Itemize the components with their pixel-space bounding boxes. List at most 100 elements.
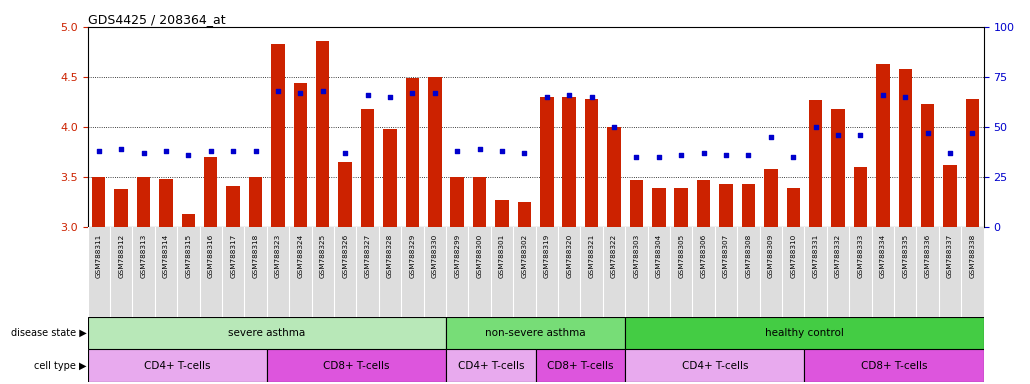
Point [785,154,801,160]
Bar [316,41,330,227]
Text: GSM788300: GSM788300 [477,234,483,278]
Point [225,147,241,154]
Point [539,94,555,100]
Point [180,152,197,158]
Bar [181,214,195,227]
Bar [719,184,732,227]
Point [449,147,466,154]
Bar [267,349,446,382]
Bar [629,180,643,227]
Text: GSM788308: GSM788308 [746,234,752,278]
Text: CD4+ T-cells: CD4+ T-cells [457,361,524,371]
Point [606,124,622,130]
Point [651,154,667,160]
Bar [877,64,890,227]
Text: non-severe asthma: non-severe asthma [485,328,586,338]
Point [203,147,219,154]
Point [808,124,824,130]
Text: GSM788305: GSM788305 [678,234,684,278]
Bar [921,104,934,227]
Bar [271,44,284,227]
Text: GSM788335: GSM788335 [902,234,908,278]
Bar [625,349,804,382]
Point [337,150,353,156]
Point [762,134,779,140]
Bar [943,165,957,227]
Bar [742,184,755,227]
Text: GSM788336: GSM788336 [925,234,931,278]
Point [270,88,286,94]
Bar [854,167,867,227]
Point [493,147,510,154]
Text: CD8+ T-cells: CD8+ T-cells [323,361,389,371]
Text: GSM788333: GSM788333 [857,234,863,278]
Bar [562,97,576,227]
Bar [804,349,984,382]
Text: GSM788302: GSM788302 [521,234,527,278]
Text: GSM788329: GSM788329 [409,234,415,278]
Text: GSM788316: GSM788316 [208,234,214,278]
Bar [697,180,711,227]
Text: GSM788328: GSM788328 [387,234,393,278]
Text: GSM788332: GSM788332 [835,234,842,278]
Bar [625,317,984,349]
Bar [227,185,240,227]
Text: GSM788337: GSM788337 [947,234,953,278]
Text: GSM788331: GSM788331 [813,234,819,278]
Text: GSM788309: GSM788309 [767,234,774,278]
Point [516,150,533,156]
Bar [809,100,822,227]
Bar [675,188,688,227]
Point [135,150,151,156]
Bar [204,157,217,227]
Bar [787,188,800,227]
Point [741,152,757,158]
Text: GSM788327: GSM788327 [365,234,371,278]
Text: GSM788322: GSM788322 [611,234,617,278]
Text: GSM788310: GSM788310 [790,234,796,278]
Text: GSM788303: GSM788303 [633,234,640,278]
Point [359,92,376,98]
Bar [114,189,128,227]
Point [695,150,712,156]
Text: GSM788318: GSM788318 [252,234,259,278]
Text: GSM788321: GSM788321 [588,234,594,278]
Point [897,94,914,100]
Point [941,150,958,156]
Bar [383,129,397,227]
Point [113,146,130,152]
Bar [652,188,665,227]
Bar [585,99,598,227]
Bar [88,349,267,382]
Point [247,147,264,154]
Bar [406,78,419,227]
Point [852,132,868,138]
Text: GSM788314: GSM788314 [163,234,169,278]
Text: GSM788315: GSM788315 [185,234,192,278]
Point [382,94,399,100]
Bar [540,97,553,227]
Text: cell type ▶: cell type ▶ [34,361,87,371]
Bar [92,177,105,227]
Text: GSM788301: GSM788301 [499,234,505,278]
Bar [495,200,509,227]
Bar [831,109,845,227]
Text: GSM788313: GSM788313 [140,234,146,278]
Bar [764,169,778,227]
Point [404,90,420,96]
Bar [249,177,263,227]
Bar [360,109,374,227]
Point [673,152,689,158]
Bar [294,83,307,227]
Text: CD8+ T-cells: CD8+ T-cells [547,361,614,371]
Text: GSM788304: GSM788304 [656,234,662,278]
Bar [446,349,536,382]
Bar [160,179,173,227]
Bar [898,69,912,227]
Point [830,132,847,138]
Text: GSM788338: GSM788338 [969,234,975,278]
Bar [88,317,446,349]
Text: GSM788307: GSM788307 [723,234,729,278]
Text: GDS4425 / 208364_at: GDS4425 / 208364_at [88,13,226,26]
Text: GSM788312: GSM788312 [118,234,125,278]
